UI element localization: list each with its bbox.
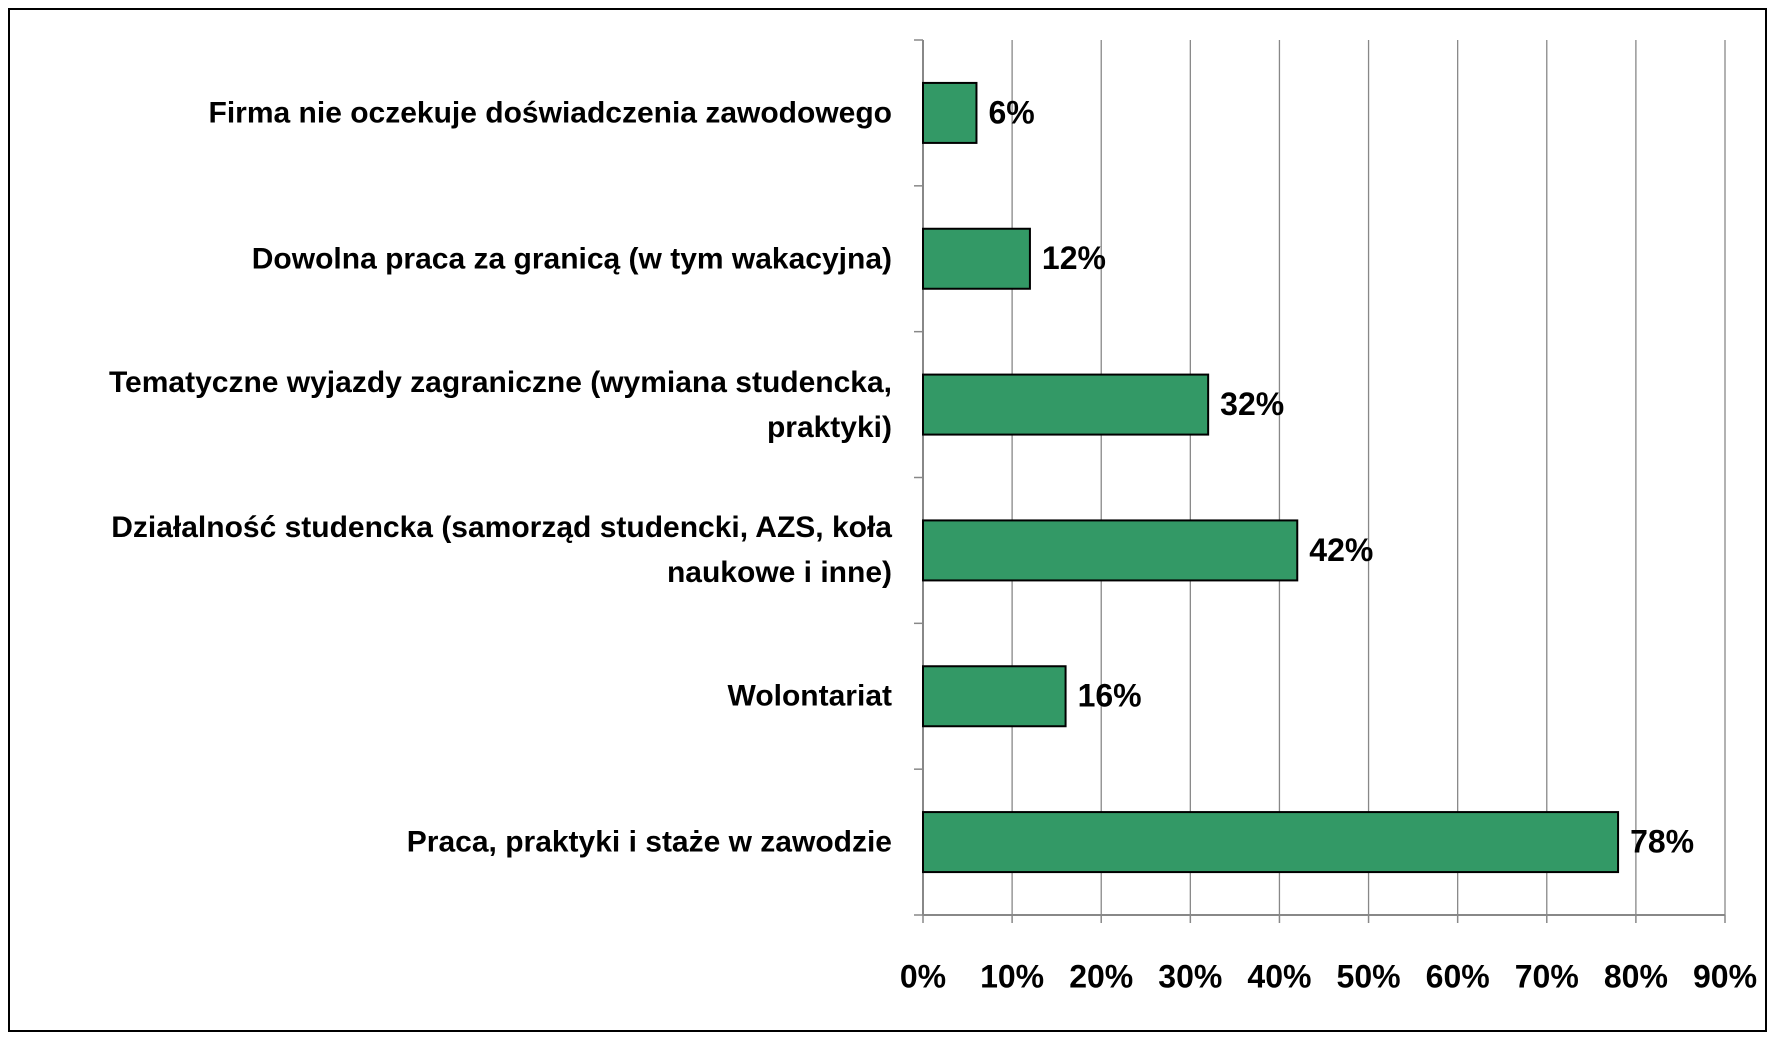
y-tick-label: Wolontariat bbox=[727, 679, 892, 713]
x-tick-label: 50% bbox=[1337, 958, 1401, 994]
x-tick-label: 80% bbox=[1604, 958, 1668, 994]
y-tick-label: Tematyczne wyjazdy zagraniczne (wymiana … bbox=[108, 365, 892, 444]
data-label: 78% bbox=[1630, 824, 1694, 860]
x-tick-label: 90% bbox=[1693, 958, 1757, 994]
x-tick-label: 10% bbox=[980, 958, 1044, 994]
x-tick-label: 20% bbox=[1069, 958, 1133, 994]
bar bbox=[922, 519, 1299, 582]
y-tick-label: Firma nie oczekuje doświadczenia zawodow… bbox=[208, 96, 893, 130]
x-tick-label: 0% bbox=[900, 958, 946, 994]
bar bbox=[922, 373, 1210, 436]
data-label: 12% bbox=[1042, 240, 1106, 276]
y-tick-label: Działalność studencka (samorząd studenck… bbox=[111, 511, 892, 590]
y-tick-label: Praca, praktyki i staże w zawodzie bbox=[406, 825, 892, 859]
bar bbox=[922, 811, 1620, 874]
bar bbox=[922, 227, 1031, 290]
bar bbox=[922, 81, 978, 144]
x-tick-label: 30% bbox=[1158, 958, 1222, 994]
chart-frame bbox=[8, 8, 1767, 1032]
data-label: 32% bbox=[1220, 386, 1284, 422]
x-tick-label: 40% bbox=[1247, 958, 1311, 994]
x-tick-label: 60% bbox=[1426, 958, 1490, 994]
bar bbox=[922, 665, 1067, 728]
data-label: 42% bbox=[1309, 532, 1373, 568]
data-label: 16% bbox=[1078, 678, 1142, 714]
y-tick-label: Dowolna praca za granicą (w tym wakacyjn… bbox=[251, 242, 892, 276]
data-label: 6% bbox=[988, 94, 1034, 130]
x-tick-label: 70% bbox=[1515, 958, 1579, 994]
